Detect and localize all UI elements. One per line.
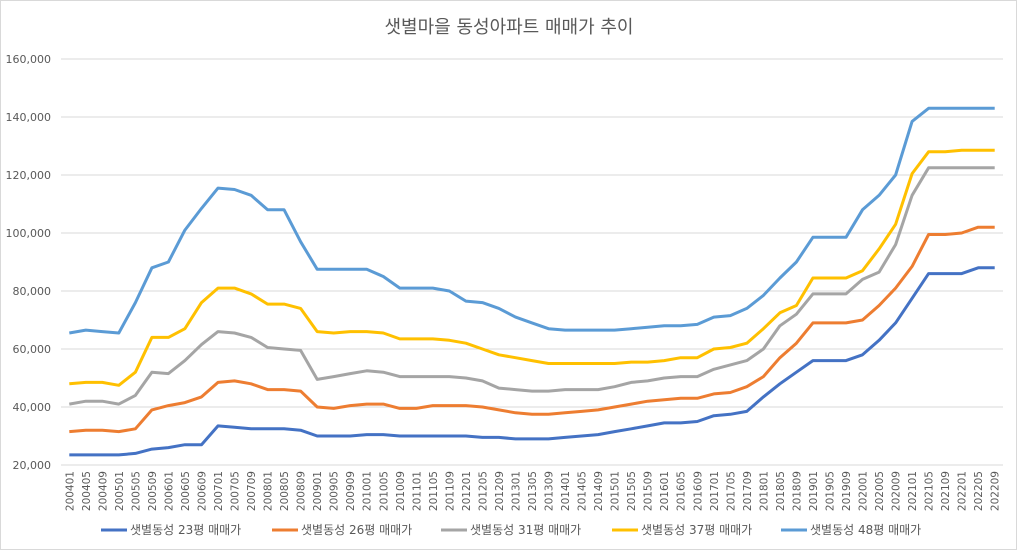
x-tick-label: 202005 — [874, 471, 886, 511]
legend-label: 샛별동성 23평 매매가 — [130, 523, 241, 537]
x-tick-label: 201505 — [626, 471, 638, 511]
x-tick-label: 200601 — [163, 471, 175, 511]
legend-label: 샛별동성 26평 매매가 — [301, 523, 412, 537]
series-line — [69, 266, 995, 457]
gridlines — [61, 58, 1003, 466]
x-tick-label: 201709 — [742, 471, 754, 511]
y-tick-label: 80,000 — [13, 285, 52, 298]
series-line — [69, 148, 995, 387]
x-tick-label: 201201 — [461, 471, 473, 511]
x-tick-label: 201001 — [362, 471, 374, 511]
x-tick-label: 200809 — [296, 471, 308, 511]
x-tick-label: 201305 — [527, 471, 539, 511]
x-tick-label: 200501 — [114, 471, 126, 511]
x-tick-label: 201809 — [791, 471, 803, 511]
x-tick-label: 201005 — [378, 471, 390, 511]
legend-item: 샛별동성 23평 매매가 — [101, 523, 241, 537]
y-tick-label: 140,000 — [6, 111, 52, 124]
x-tick-label: 200705 — [230, 471, 242, 511]
legend-item: 샛별동성 31평 매매가 — [441, 523, 581, 537]
x-tick-label: 200409 — [97, 471, 109, 511]
x-tick-label: 201509 — [643, 471, 655, 511]
x-tick-label: 200905 — [329, 471, 341, 511]
series-line — [69, 225, 995, 434]
x-tick-label: 201209 — [494, 471, 506, 511]
x-tick-label: 201101 — [411, 471, 423, 511]
x-tick-label: 202205 — [973, 471, 985, 511]
y-tick-label: 20,000 — [13, 459, 52, 472]
x-tick-label: 200509 — [147, 471, 159, 511]
y-tick-label: 40,000 — [13, 401, 52, 414]
x-tick-label: 200801 — [263, 471, 275, 511]
x-tick-label: 200805 — [279, 471, 291, 511]
x-tick-label: 202201 — [957, 471, 969, 511]
x-tick-label: 200609 — [196, 471, 208, 511]
legend-label: 샛별동성 37평 매매가 — [641, 523, 752, 537]
x-tick-label: 201801 — [758, 471, 770, 511]
x-tick-label: 202209 — [990, 471, 1002, 511]
x-tick-label: 200909 — [345, 471, 357, 511]
legend: 샛별동성 23평 매매가 샛별동성 26평 매매가 샛별동성 31평 매매가 샛별동성… — [101, 523, 921, 537]
x-tick-label: 201105 — [428, 471, 440, 511]
legend-item: 샛별동성 26평 매매가 — [272, 523, 412, 537]
series-line — [69, 166, 995, 406]
legend-item: 샛별동성 37평 매매가 — [612, 523, 752, 537]
x-tick-label: 202009 — [891, 471, 903, 511]
x-tick-label: 202109 — [940, 471, 952, 511]
x-tick-label: 201405 — [577, 471, 589, 511]
x-tick-label: 201409 — [593, 471, 605, 511]
x-tick-label: 200401 — [64, 471, 76, 511]
x-tick-label: 201805 — [775, 471, 787, 511]
x-tick-label: 201601 — [659, 471, 671, 511]
chart-title: 샛별마을 동성아파트 매매가 추이 — [384, 17, 633, 38]
y-tick-label: 160,000 — [6, 53, 52, 66]
x-tick-label: 201901 — [808, 471, 820, 511]
legend-item: 샛별동성 48평 매매가 — [781, 523, 921, 537]
x-tick-label: 201609 — [692, 471, 704, 511]
x-tick-label: 201605 — [676, 471, 688, 511]
y-tick-label: 60,000 — [13, 343, 52, 356]
x-tick-label: 200605 — [180, 471, 192, 511]
x-tick-label: 201401 — [560, 471, 572, 511]
x-tick-label: 201205 — [477, 471, 489, 511]
series-lines — [69, 106, 995, 457]
y-tick-label: 120,000 — [6, 169, 52, 182]
x-tick-label: 201309 — [544, 471, 556, 511]
y-tick-label: 100,000 — [6, 227, 52, 240]
x-tick-label: 200505 — [130, 471, 142, 511]
x-axis-ticks: 200401 200405 200409 200501 200505 200509 2006… — [64, 471, 1001, 511]
x-tick-label: 200901 — [312, 471, 324, 511]
x-tick-label: 201909 — [841, 471, 853, 511]
legend-label: 샛별동성 31평 매매가 — [470, 523, 581, 537]
x-tick-label: 200405 — [81, 471, 93, 511]
legend-label: 샛별동성 48평 매매가 — [810, 523, 921, 537]
x-tick-label: 200701 — [213, 471, 225, 511]
x-tick-label: 201501 — [610, 471, 622, 511]
y-axis-ticks: 20,000 40,000 60,000 80,000 100,000 120,000 14… — [6, 53, 52, 472]
x-tick-label: 201905 — [824, 471, 836, 511]
x-tick-label: 202001 — [858, 471, 870, 511]
x-tick-label: 202101 — [907, 471, 919, 511]
x-tick-label: 201009 — [395, 471, 407, 511]
series-line — [69, 106, 995, 335]
x-tick-label: 200709 — [246, 471, 258, 511]
x-tick-label: 201701 — [709, 471, 721, 511]
x-tick-label: 202105 — [924, 471, 936, 511]
x-tick-label: 201301 — [510, 471, 522, 511]
x-tick-label: 201705 — [725, 471, 737, 511]
x-tick-label: 201109 — [444, 471, 456, 511]
